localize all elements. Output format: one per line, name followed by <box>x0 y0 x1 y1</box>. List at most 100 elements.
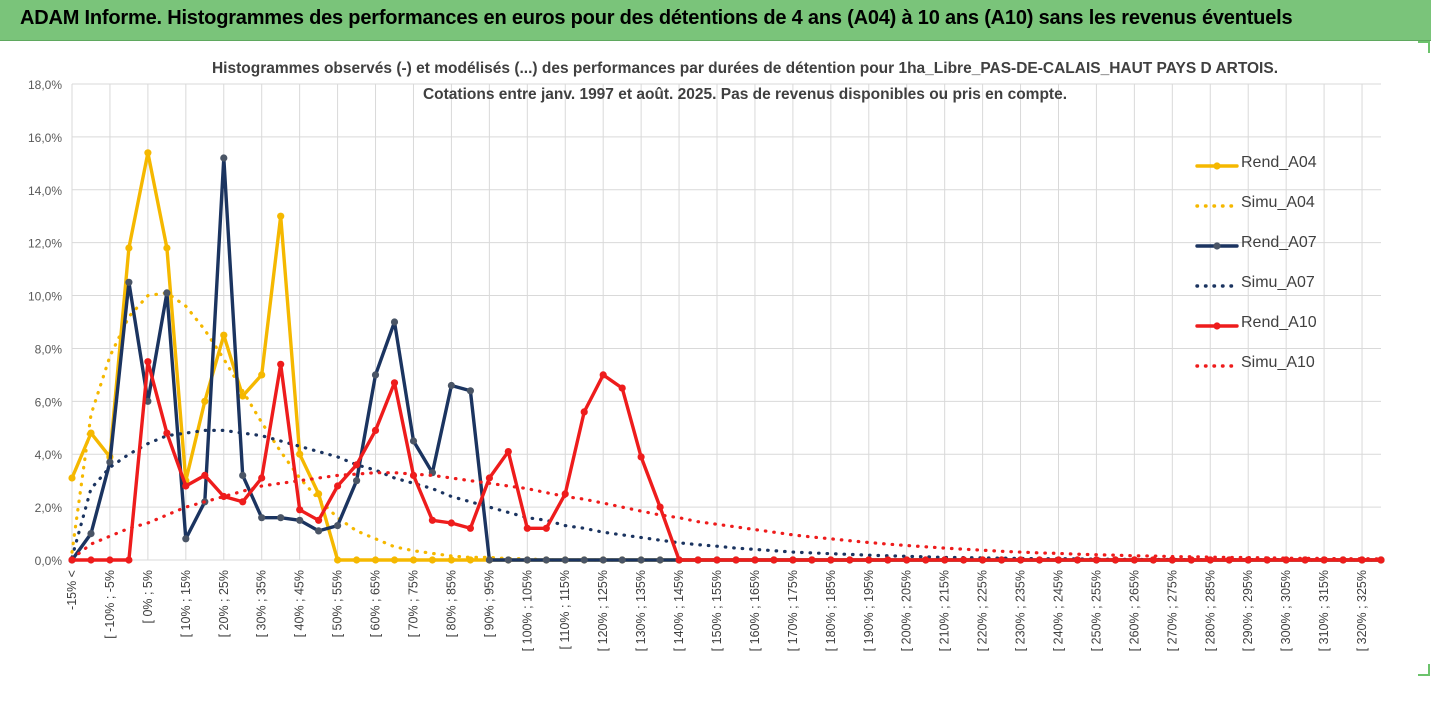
data-point-rend-a10 <box>258 474 266 482</box>
data-point-rend-a10 <box>1054 556 1063 564</box>
data-point-rend-a10 <box>637 453 645 461</box>
legend-swatch-marker <box>1213 242 1221 250</box>
chart-subtitle-line1: Histogrammes observés (-) et modélisés (… <box>211 60 1279 77</box>
data-point-rend-a04 <box>68 474 76 482</box>
y-tick-label: 0,0% <box>35 554 63 568</box>
data-point-rend-a10 <box>1130 556 1138 564</box>
data-point-rend-a10 <box>485 474 493 482</box>
x-tick-label: [ 0% ; 5% <box>141 570 155 624</box>
x-tick-label: [ 210% ; 215% <box>938 570 952 651</box>
data-point-rend-a04 <box>125 244 133 252</box>
data-point-rend-a10 <box>1168 556 1176 564</box>
x-tick-label: [ 130% ; 135% <box>634 570 648 651</box>
x-tick-label: [ 290% ; 295% <box>1241 570 1255 651</box>
chart-svg: 0,0% 2,0% 4,0% 6,0% 8,0% 10,0% 12,0% 14,0% 16,0%… <box>28 78 1385 651</box>
data-point-rend-a07 <box>618 556 626 564</box>
data-point-rend-a07 <box>504 556 512 564</box>
data-point-rend-a04 <box>334 556 342 564</box>
x-tick-label: [ 30% ; 35% <box>255 570 269 637</box>
data-point-rend-a07 <box>599 556 607 564</box>
y-tick-label: 12,0% <box>28 237 62 251</box>
data-point-rend-a10 <box>1073 556 1082 564</box>
data-point-rend-a04 <box>201 397 209 405</box>
x-tick-label: [ 20% ; 25% <box>217 570 231 637</box>
data-point-rend-a10 <box>580 408 588 416</box>
x-tick-label: [ 220% ; 225% <box>976 570 990 651</box>
data-point-rend-a10 <box>447 519 455 527</box>
data-point-rend-a10 <box>694 556 702 564</box>
data-point-rend-a04 <box>390 556 399 564</box>
data-point-rend-a10 <box>808 556 816 564</box>
series-line-rend-a10 <box>70 360 1383 562</box>
data-point-rend-a07 <box>390 318 399 326</box>
data-point-rend-a07 <box>106 458 114 466</box>
data-point-rend-a10 <box>87 556 95 564</box>
series-line-simu-a10 <box>70 471 1383 561</box>
data-point-rend-a10 <box>106 556 114 564</box>
data-point-rend-a10 <box>979 556 987 564</box>
data-point-rend-a10 <box>1149 556 1157 564</box>
x-tick-label: [ 270% ; 275% <box>1165 570 1179 651</box>
data-point-rend-a07 <box>239 471 247 479</box>
x-tick-label: [ 90% ; 95% <box>482 570 496 637</box>
data-point-rend-a10 <box>884 556 892 564</box>
x-tick-label: [ 160% ; 165% <box>748 570 762 651</box>
data-point-rend-a07 <box>371 371 380 379</box>
y-tick-label: 18,0% <box>28 78 62 92</box>
data-point-rend-a10 <box>182 482 190 490</box>
x-tick-label: [ -10% ; -5% <box>103 570 117 639</box>
data-point-rend-a10 <box>1017 556 1025 564</box>
data-point-rend-a07 <box>277 514 285 522</box>
data-point-rend-a10 <box>428 516 436 524</box>
x-tick-label: [ 40% ; 45% <box>293 570 307 637</box>
chart-area: 0,0% 2,0% 4,0% 6,0% 8,0% 10,0% 12,0% 14,0% 16,0%… <box>0 41 1431 719</box>
data-point-rend-a07 <box>296 516 304 524</box>
legend-item: Simu_A04 <box>1195 191 1335 231</box>
data-point-rend-a07 <box>561 556 569 564</box>
x-tick-label: [ 230% ; 235% <box>1014 570 1028 651</box>
data-point-rend-a07 <box>447 381 455 390</box>
y-tick-label: 2,0% <box>35 501 63 515</box>
x-tick-label: [ 310% ; 315% <box>1317 570 1331 651</box>
data-point-rend-a04 <box>447 556 455 564</box>
legend-item: Rend_A07 <box>1195 231 1335 271</box>
data-point-rend-a07 <box>523 556 531 564</box>
data-point-rend-a10 <box>732 556 740 564</box>
data-point-rend-a10 <box>656 503 664 511</box>
x-tick-label: [ 170% ; 175% <box>786 570 800 651</box>
x-tick-label: [ 280% ; 285% <box>1203 570 1217 651</box>
data-point-rend-a04 <box>409 556 418 564</box>
data-point-rend-a04 <box>220 331 228 339</box>
data-point-rend-a10 <box>163 429 171 437</box>
data-point-rend-a10 <box>865 556 873 564</box>
chart-subtitle-line2: Cotations entre janv. 1997 et août. 2025… <box>422 86 1068 103</box>
data-point-rend-a10 <box>998 556 1006 564</box>
legend-swatch <box>1195 242 1239 250</box>
data-point-rend-a10 <box>1035 556 1044 564</box>
data-point-rend-a10 <box>789 556 797 564</box>
data-point-rend-a10 <box>144 358 152 366</box>
data-point-rend-a10 <box>1111 556 1119 564</box>
data-point-rend-a10 <box>922 556 930 564</box>
data-point-rend-a10 <box>713 556 721 564</box>
data-point-rend-a07 <box>409 437 418 445</box>
x-tick-label: [ 250% ; 255% <box>1089 570 1103 651</box>
data-point-rend-a10 <box>941 556 949 564</box>
data-point-rend-a07 <box>258 514 266 522</box>
data-point-rend-a10 <box>296 506 304 514</box>
data-point-rend-a10 <box>675 556 683 564</box>
corner-mark-bottom-right <box>1418 664 1430 676</box>
y-tick-label: 4,0% <box>35 448 63 462</box>
data-point-rend-a07 <box>580 556 588 564</box>
data-point-rend-a04 <box>239 392 247 400</box>
legend-swatch <box>1195 364 1239 368</box>
data-point-rend-a10 <box>201 471 209 479</box>
data-point-rend-a04 <box>277 212 285 220</box>
data-point-rend-a10 <box>903 556 911 564</box>
x-tick-label: [ 120% ; 125% <box>596 570 610 651</box>
report-title: ADAM Informe. Histogrammes des performan… <box>20 7 1293 29</box>
series-line-simu-a07 <box>70 428 1383 562</box>
x-tick-label: [ 100% ; 105% <box>520 570 534 651</box>
x-tick-label: [ 110% ; 115% <box>558 570 572 649</box>
legend-swatch <box>1195 204 1239 208</box>
